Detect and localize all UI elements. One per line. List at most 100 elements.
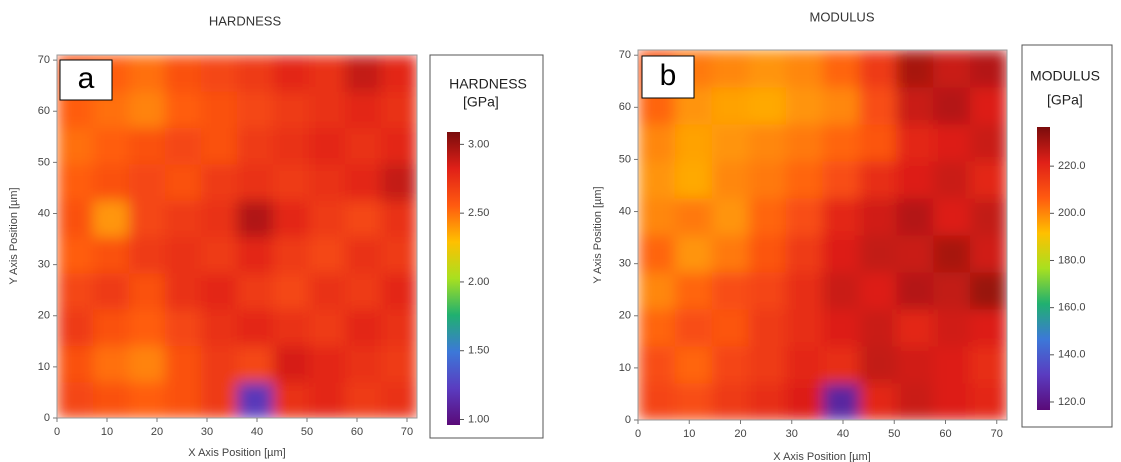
x-axis-label: X Axis Position [µm]	[188, 447, 285, 459]
heatmap-cell	[201, 91, 238, 129]
x-tick-label: 20	[151, 426, 163, 438]
heatmap-cell	[165, 55, 202, 92]
heatmap-cell	[896, 50, 934, 88]
heatmap-cell	[165, 272, 202, 310]
heatmap-cell	[201, 200, 238, 237]
colorbar-tick-label: 1.00	[468, 413, 489, 425]
heatmap-cell	[309, 127, 346, 165]
heatmap-cell	[638, 309, 676, 347]
heatmap-cell	[165, 236, 202, 274]
heatmap-cell	[165, 163, 202, 201]
heatmap-cell	[129, 127, 166, 165]
heatmap-cell	[970, 235, 1008, 273]
x-tick-label: 10	[683, 428, 695, 440]
panel-label: b	[660, 59, 677, 92]
y-axis-label: Y Axis Position [µm]	[8, 187, 20, 284]
heatmap-cell	[201, 163, 238, 201]
y-tick-label: 0	[44, 412, 50, 424]
heatmap-cell	[381, 163, 418, 201]
heatmap-cell	[933, 124, 971, 162]
heatmap-cell	[785, 272, 823, 310]
chart-title: HARDNESS	[209, 13, 282, 28]
heatmap-cell	[638, 383, 676, 421]
heatmap-cell	[674, 309, 713, 347]
heatmap-cell	[201, 127, 238, 165]
heatmap-cell	[711, 124, 750, 162]
heatmap-cell	[859, 309, 897, 347]
heatmap-cell	[674, 272, 713, 310]
heatmap-cell	[273, 127, 310, 165]
heatmap-cell	[674, 346, 713, 384]
heatmap-cell	[933, 50, 971, 88]
heatmap-cell	[93, 309, 130, 346]
y-tick-label: 40	[38, 207, 50, 219]
heatmap-cell	[970, 50, 1008, 88]
heatmap-cell	[748, 124, 787, 162]
colorbar-title: HARDNESS	[449, 76, 527, 92]
heatmap-cell	[93, 200, 130, 237]
heatmap-cell	[896, 272, 934, 310]
heatmap-cell	[201, 381, 238, 419]
heatmap-cell	[711, 383, 750, 421]
heatmap-cell	[638, 235, 676, 273]
heatmap-cell	[129, 309, 166, 346]
x-tick-label: 30	[786, 428, 798, 440]
heatmap	[638, 50, 1008, 421]
heatmap-cell	[674, 383, 713, 421]
heatmap-cell	[896, 383, 934, 421]
heatmap-cell	[748, 383, 787, 421]
heatmap-cell	[748, 346, 787, 384]
heatmap-cell	[785, 235, 823, 273]
heatmap-cell	[381, 55, 418, 92]
x-tick-label: 0	[54, 426, 60, 438]
heatmap-cell	[345, 55, 382, 92]
heatmap-cell	[933, 198, 971, 236]
x-tick-label: 0	[635, 428, 641, 440]
heatmap-cell	[129, 345, 166, 383]
colorbar-tick-label: 160.0	[1058, 302, 1086, 314]
heatmap-cell	[201, 272, 238, 310]
heatmap-cell	[933, 309, 971, 347]
heatmap-cell	[309, 200, 346, 237]
heatmap-cell	[129, 381, 166, 419]
heatmap-cell	[129, 55, 166, 92]
heatmap-cell	[896, 161, 934, 199]
y-tick-label: 50	[38, 156, 50, 168]
heatmap-cell	[381, 345, 418, 383]
colorbar-tick-label: 1.50	[468, 345, 489, 357]
heatmap-cell	[273, 272, 310, 310]
heatmap-cell	[381, 236, 418, 274]
heatmap-cell	[859, 235, 897, 273]
x-axis-label: X Axis Position [µm]	[773, 451, 870, 462]
heatmap-cell	[822, 383, 860, 421]
y-tick-label: 30	[619, 258, 631, 270]
heatmap-cell	[309, 236, 346, 274]
heatmap-cell	[309, 309, 346, 346]
heatmap-cell	[273, 381, 310, 419]
x-tick-label: 50	[301, 426, 313, 438]
colorbar-tick-label: 2.00	[468, 276, 489, 288]
colorbar-tick-label: 180.0	[1058, 254, 1086, 266]
heatmap-cell	[674, 198, 713, 236]
heatmap-cell	[896, 124, 934, 162]
x-tick-label: 10	[101, 426, 113, 438]
heatmap-cell	[165, 345, 202, 383]
heatmap-cell	[785, 50, 823, 88]
x-tick-label: 40	[251, 426, 263, 438]
heatmap-cell	[748, 87, 787, 125]
heatmap-cell	[273, 163, 310, 201]
heatmap-cell	[748, 309, 787, 347]
heatmap-cell	[381, 127, 418, 165]
x-tick-label: 70	[401, 426, 413, 438]
heatmap-cell	[345, 236, 382, 274]
heatmap-cell	[711, 161, 750, 199]
heatmap-cell	[345, 272, 382, 310]
heatmap-cell	[785, 198, 823, 236]
heatmap-cell	[970, 87, 1008, 125]
heatmap-cell	[201, 55, 238, 92]
heatmap-cell	[237, 345, 274, 383]
heatmap-cell	[896, 87, 934, 125]
heatmap-cell	[638, 272, 676, 310]
heatmap-cell	[129, 272, 166, 310]
heatmap-cell	[273, 200, 310, 237]
